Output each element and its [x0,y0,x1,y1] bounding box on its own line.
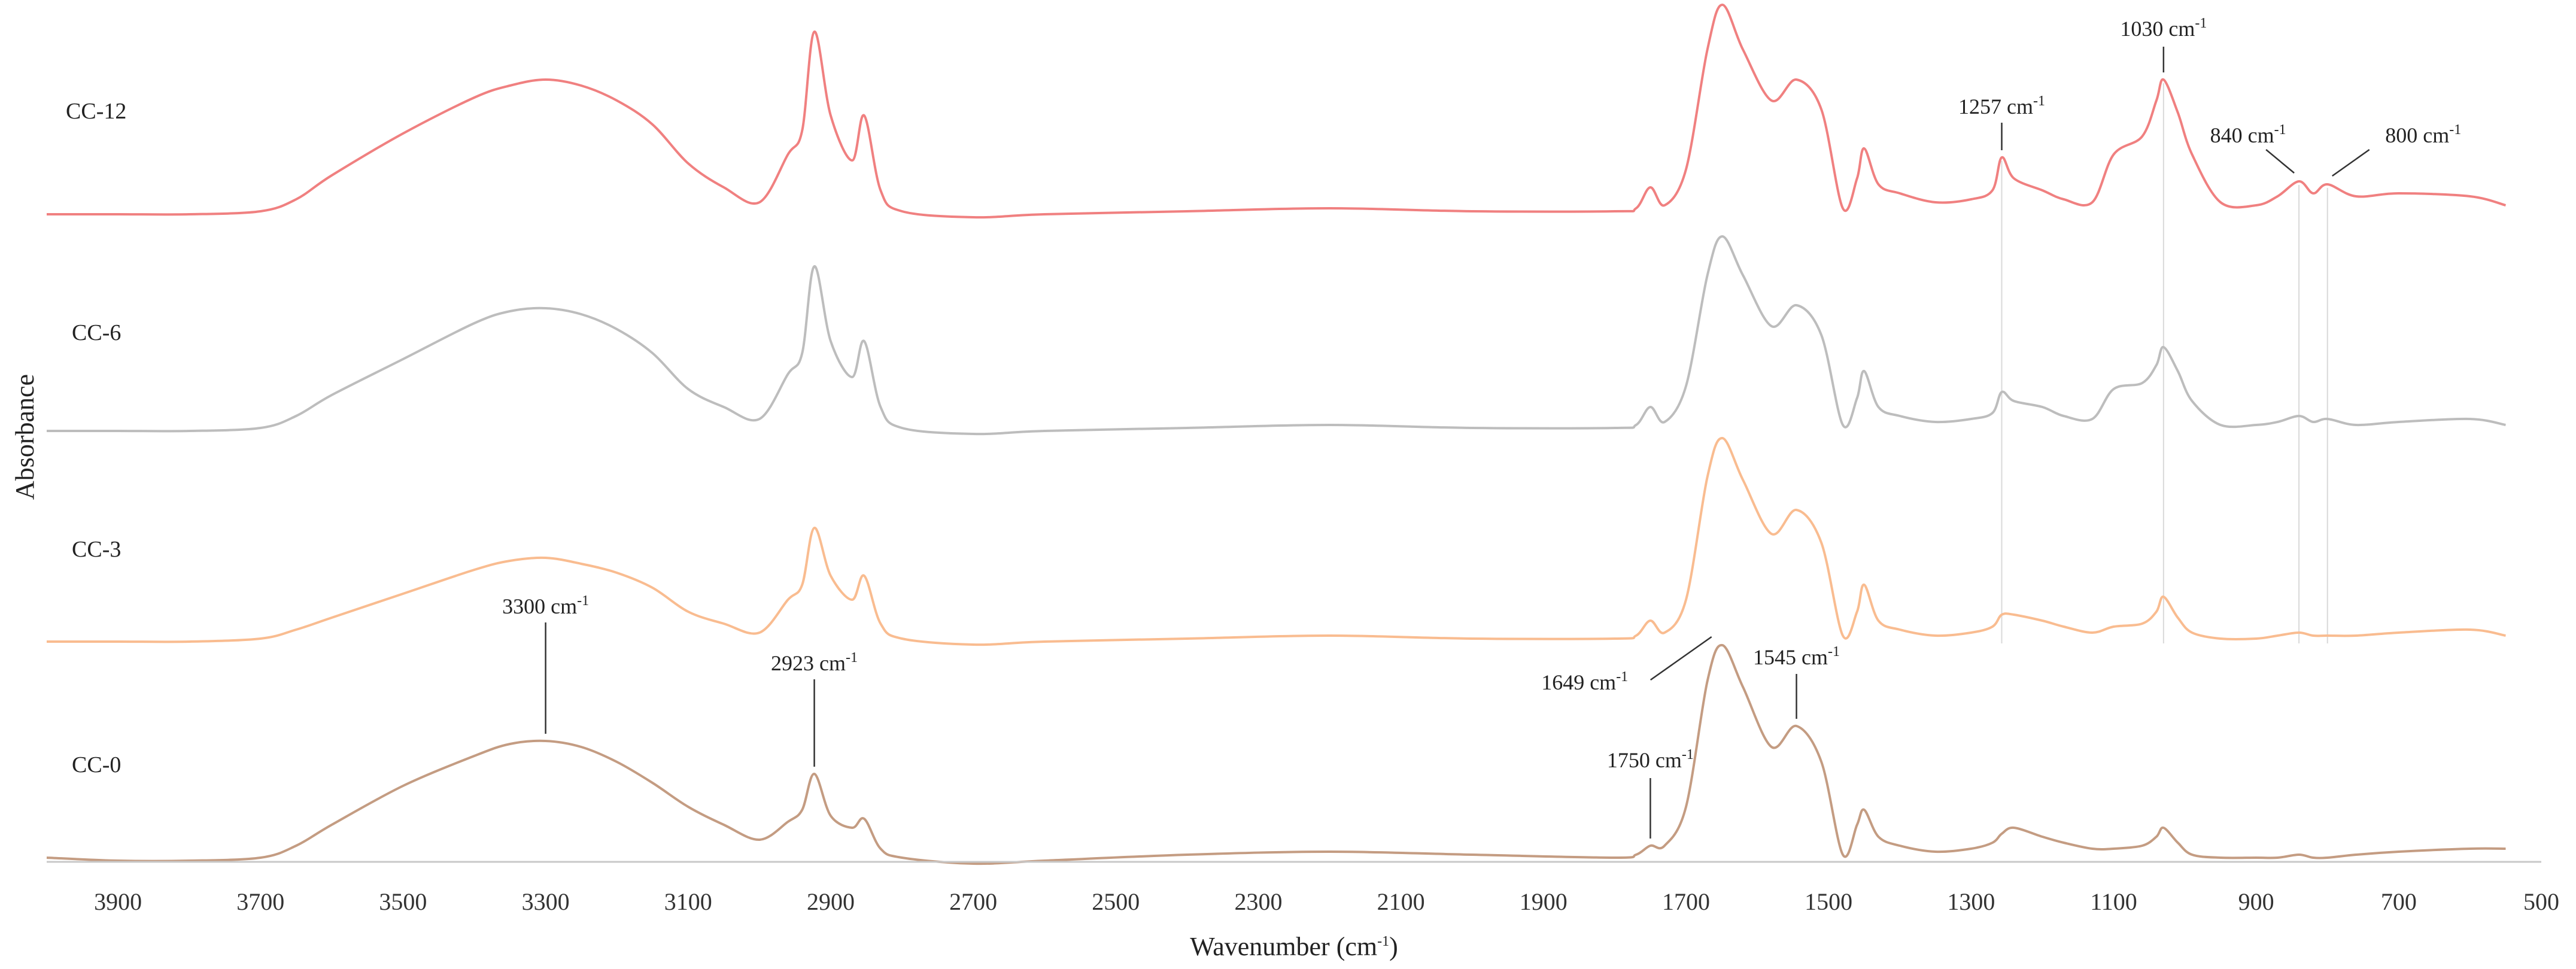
x-tick-labels: 3900 3700 3500 3300 3100 2900 2700 2500 2300 2100… [94,888,2559,915]
annotation-1257: 1257 cm-1 [1958,93,2045,119]
series-labels: CC-12 CC-6 CC-3 CC-0 [66,99,126,777]
y-axis-label: Absorbance [10,374,40,500]
annotation-1649: 1649 cm-1 [1541,669,1628,694]
annotation-leader-840 [2265,149,2295,174]
annotation-840: 840 cm-1 [2210,122,2286,147]
reference-lines [2001,83,2328,643]
annotation-1750: 1750 cm-1 [1607,747,1694,772]
annotation-3300: 3300 cm-1 [502,593,589,618]
x-tick-label: 900 [2238,888,2274,915]
annotation-1030: 1030 cm-1 [2120,16,2207,41]
series-label-cc-6: CC-6 [72,320,121,345]
series-line-cc-6 [47,235,2506,436]
x-tick-label: 2100 [1377,888,1425,915]
annotation-800: 800 cm-1 [2385,122,2461,147]
x-tick-label: 3900 [94,888,142,915]
x-tick-label: 2900 [807,888,855,915]
x-tick-label: 1900 [1520,888,1568,915]
annotation-leader-800 [2332,148,2370,177]
x-axis-label: Wavenumber (cm-1) [1190,932,1398,961]
series-line-cc-3 [47,437,2506,646]
x-tick-label: 3100 [664,888,712,915]
x-tick-label: 2700 [949,888,997,915]
x-tick-label: 2500 [1092,888,1140,915]
x-tick-label: 500 [2523,888,2559,915]
series-label-cc-0: CC-0 [72,752,121,777]
annotation-2923: 2923 cm-1 [771,650,858,675]
x-tick-label: 3700 [236,888,284,915]
series-line-cc-12 [47,4,2507,219]
x-tick-label: 3300 [522,888,570,915]
series-label-cc-3: CC-3 [72,537,121,562]
x-tick-label: 3500 [379,888,427,915]
x-tick-label: 2300 [1234,888,1282,915]
peak-annotations: 3300 cm-1 2923 cm-1 1750 cm-1 1649 cm-1 1545… [502,16,2461,839]
series-label-cc-12: CC-12 [66,99,126,124]
x-tick-label: 700 [2381,888,2417,915]
x-tick-label: 1300 [1947,888,1995,915]
series-layer [46,4,2507,865]
x-tick-label: 1100 [2090,888,2137,915]
x-tick-label: 1700 [1662,888,1710,915]
annotation-leader-1649 [1650,636,1712,681]
annotation-1545: 1545 cm-1 [1753,644,1840,669]
x-tick-label: 1500 [1805,888,1852,915]
series-line-cc-0 [46,643,2506,865]
